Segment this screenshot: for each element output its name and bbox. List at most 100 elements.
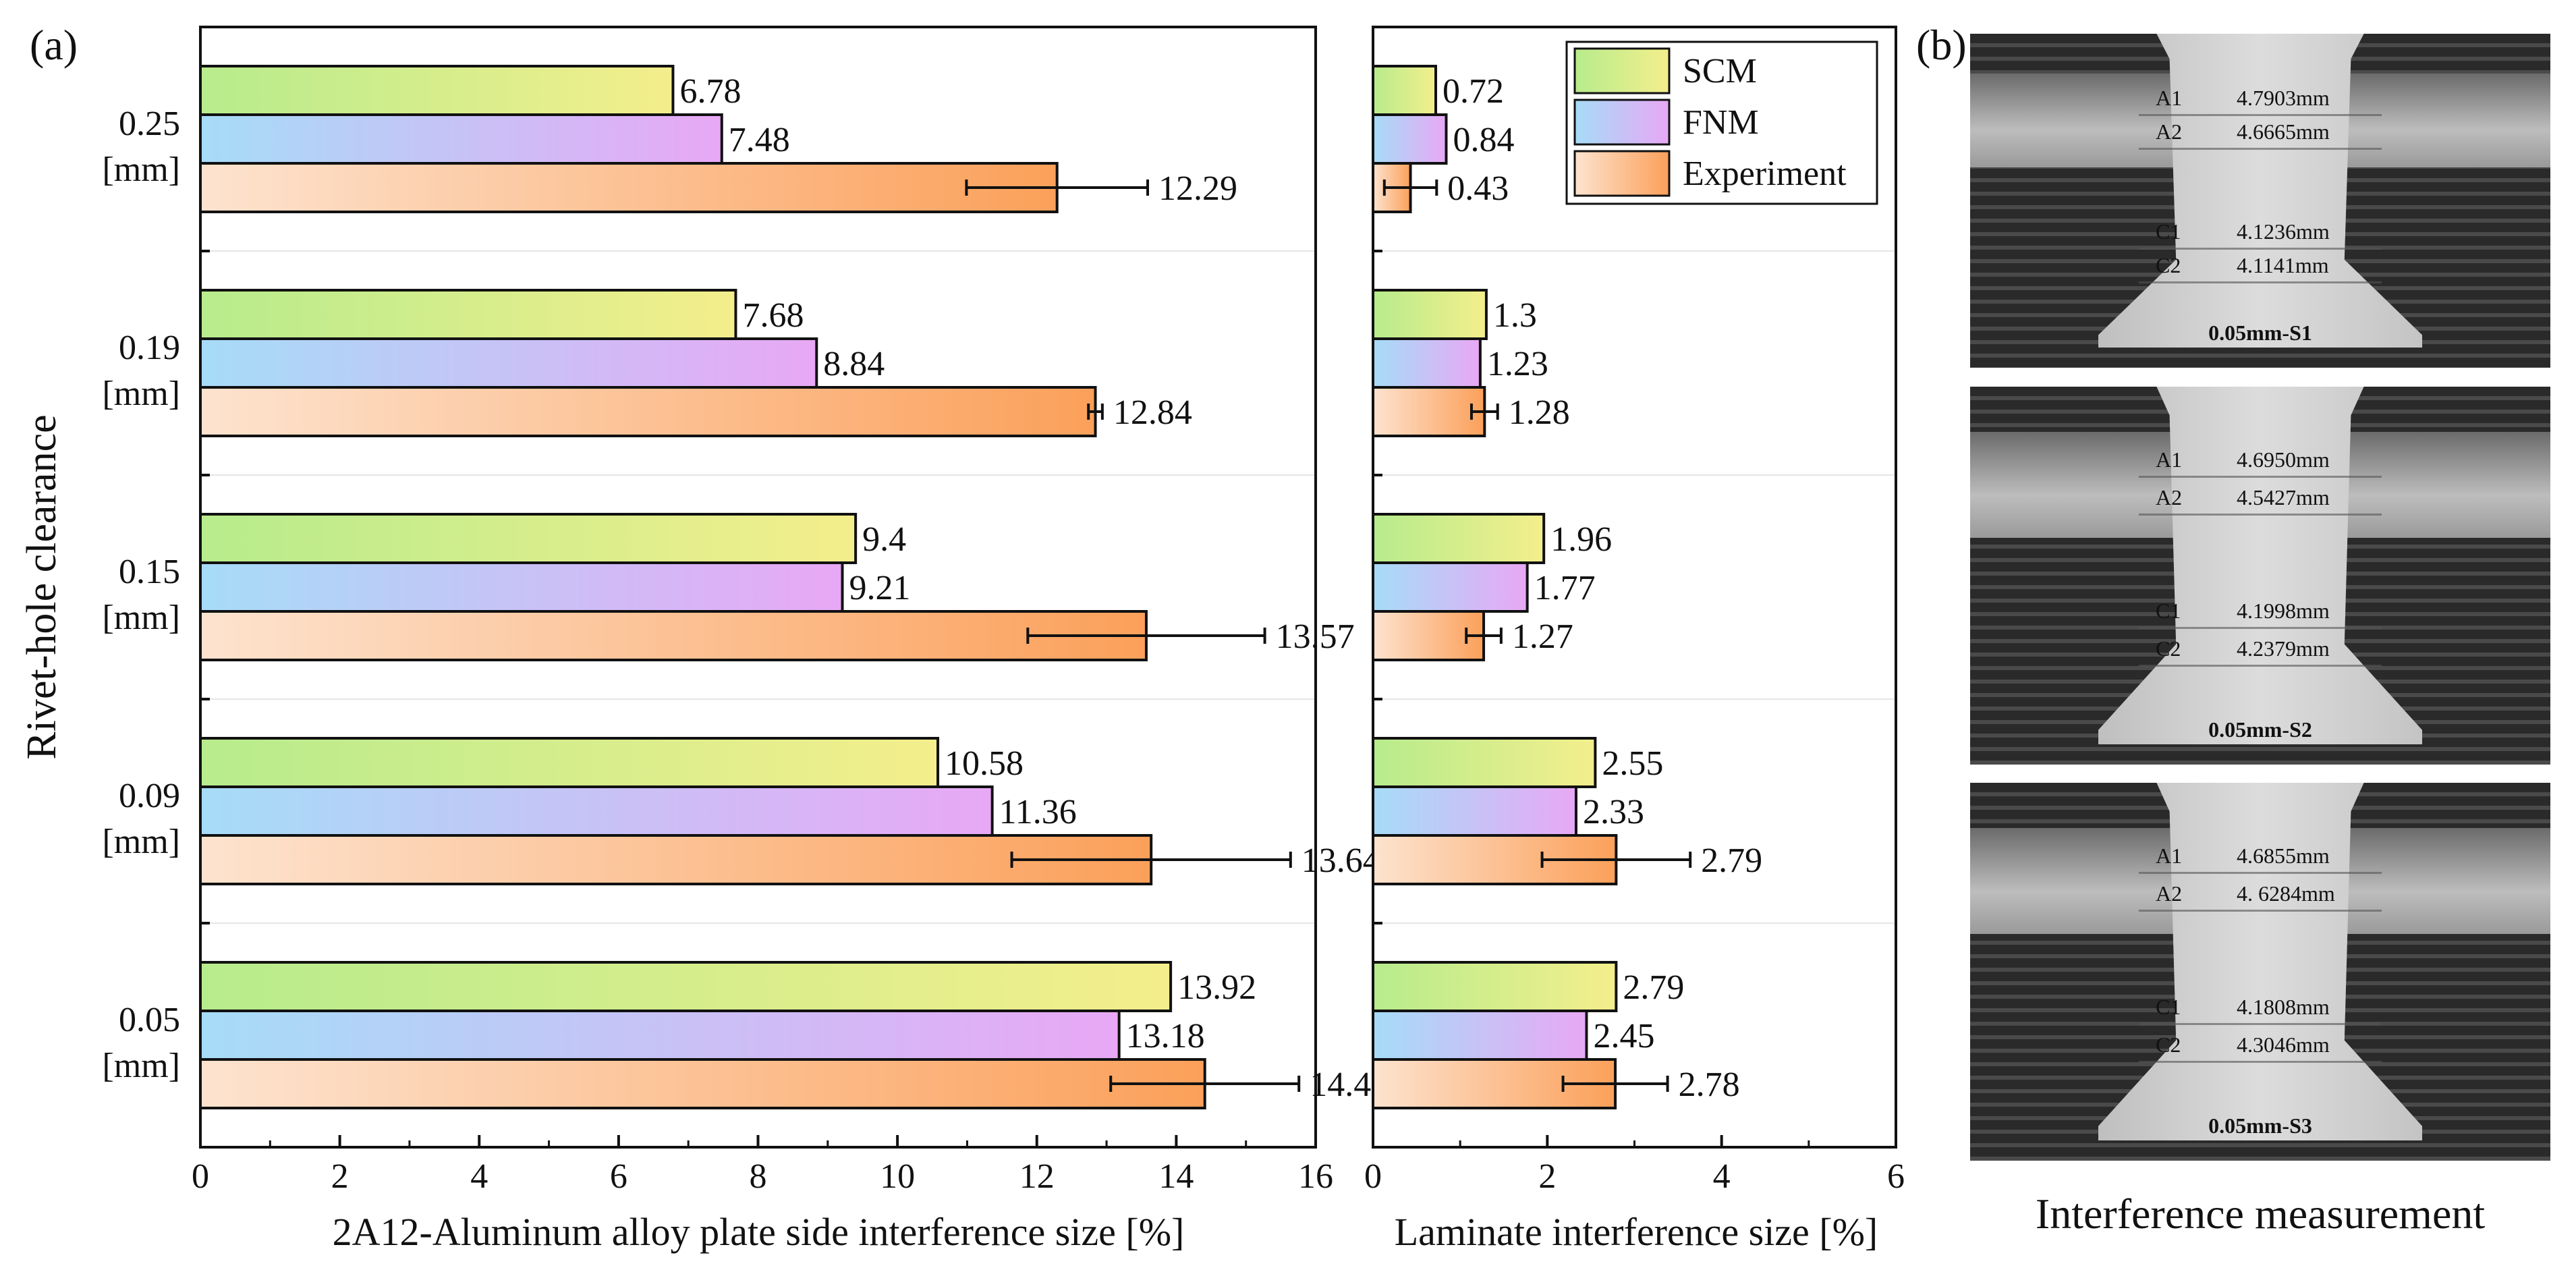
data-label: 2.55 xyxy=(1602,744,1663,783)
bar-fnm-3 xyxy=(199,785,994,837)
data-label: 1.3 xyxy=(1493,296,1537,335)
bar-fnm-0 xyxy=(199,113,723,165)
bar-experiment-1 xyxy=(1372,386,1486,437)
x-axis-label: Laminate interference size [%] xyxy=(1395,1210,1878,1254)
measurement-value: 4.1236mm xyxy=(2237,219,2330,244)
y-category-unit: [mm] xyxy=(102,375,180,413)
bar-scm-2 xyxy=(1372,513,1546,564)
x-tick-label: 2 xyxy=(1538,1157,1556,1196)
bar-scm-2 xyxy=(199,513,858,564)
measurement-value: 4. 6284mm xyxy=(2237,881,2335,906)
micrograph-caption: Interference measurement xyxy=(2035,1190,2486,1238)
micrograph-title: 0.05mm-S2 xyxy=(2208,717,2312,742)
bar-fnm-1 xyxy=(199,337,818,389)
y-category-label: 0.05 xyxy=(119,1001,180,1039)
measurement-label: C2 xyxy=(2156,1032,2181,1057)
measurement-label: A2 xyxy=(2156,485,2183,509)
measurement-value: 4.6950mm xyxy=(2237,447,2330,472)
y-category-unit: [mm] xyxy=(102,599,180,637)
data-label: 7.48 xyxy=(729,121,790,159)
measurement-value: 4.6665mm xyxy=(2237,119,2330,144)
data-label: 1.23 xyxy=(1487,345,1548,383)
bar-scm-4 xyxy=(1372,961,1618,1012)
bar-scm-0 xyxy=(199,65,675,116)
measurement-label: A1 xyxy=(2156,86,2183,110)
data-label: 8.84 xyxy=(823,345,885,383)
legend: SCM FNM Experiment xyxy=(1565,40,1878,205)
left-chart: 6.78 7.68 9.4 10.58 13.92 7.48 8.84 9.21 11.36 13… xyxy=(19,26,1389,1254)
measurement-label: C1 xyxy=(2156,219,2181,244)
bar-scm-1 xyxy=(199,289,737,340)
bar-fnm-4 xyxy=(1372,1010,1588,1061)
panel-label-b: (b) xyxy=(1916,21,1967,69)
legend-swatch-fnm xyxy=(1573,99,1671,146)
micrograph-title: 0.05mm-S1 xyxy=(2208,321,2312,345)
bar-experiment-4 xyxy=(199,1058,1206,1109)
measurement-label: C2 xyxy=(2156,253,2181,277)
data-label: 1.96 xyxy=(1550,520,1612,559)
bar-experiment-1 xyxy=(199,386,1097,437)
panel-label-a: (a) xyxy=(30,21,78,69)
data-label: 1.27 xyxy=(1512,617,1573,656)
y-category-unit: [mm] xyxy=(102,823,180,861)
measurement-value: 4.1808mm xyxy=(2237,995,2330,1019)
bar-fnm-1 xyxy=(1372,337,1482,389)
data-label: 0.43 xyxy=(1447,169,1509,208)
right-chart: 0.72 1.3 1.96 2.55 2.79 0.84 1.23 1.77 2.33 2.45 0… xyxy=(1364,26,1905,1254)
data-label: 1.77 xyxy=(1534,569,1596,607)
y-axis-label: Rivet-hole clearance xyxy=(19,414,65,759)
x-tick-label: 4 xyxy=(470,1157,488,1196)
measurement-label: A1 xyxy=(2156,447,2183,472)
x-tick-label: 2 xyxy=(331,1157,349,1196)
data-label: 9.21 xyxy=(849,569,911,607)
bar-scm-0 xyxy=(1372,65,1437,116)
y-category-label: 0.25 xyxy=(119,105,180,143)
x-tick-label: 0 xyxy=(192,1157,209,1196)
data-label: 6.78 xyxy=(679,72,741,111)
bar-scm-3 xyxy=(1372,737,1597,788)
data-label: 2.33 xyxy=(1583,793,1644,831)
x-tick-label: 6 xyxy=(1887,1157,1905,1196)
x-tick-label: 0 xyxy=(1364,1157,1382,1196)
data-label: 1.28 xyxy=(1509,393,1570,432)
data-label: 12.84 xyxy=(1113,393,1192,432)
y-category-unit: [mm] xyxy=(102,1047,180,1085)
x-tick-label: 8 xyxy=(750,1157,767,1196)
legend-label-scm: SCM xyxy=(1683,52,1757,90)
bar-scm-4 xyxy=(199,961,1173,1012)
bar-experiment-0 xyxy=(199,162,1059,213)
data-label: 12.29 xyxy=(1158,169,1237,208)
y-category-label: 0.19 xyxy=(119,329,180,367)
micrograph-title: 0.05mm-S3 xyxy=(2208,1113,2312,1138)
bar-fnm-0 xyxy=(1372,113,1448,165)
data-label: 9.4 xyxy=(862,520,906,559)
data-label: 11.36 xyxy=(999,793,1077,831)
bar-experiment-3 xyxy=(199,834,1153,885)
legend-swatch-scm xyxy=(1573,47,1671,94)
measurement-value: 4.1141mm xyxy=(2237,253,2329,277)
y-category-label: 0.15 xyxy=(119,553,180,591)
data-label: 10.58 xyxy=(945,744,1024,783)
x-tick-label: 4 xyxy=(1713,1157,1731,1196)
bar-fnm-2 xyxy=(199,561,844,613)
data-label: 13.18 xyxy=(1126,1017,1205,1055)
data-label: 2.78 xyxy=(1679,1066,1740,1104)
data-label: 2.79 xyxy=(1623,968,1684,1007)
micrograph-panel: A1 4.6950mm A2 4.5427mm C1 4.1998mm C2 4.2379mm… xyxy=(1970,387,2550,765)
micrograph-panel: A1 4.6855mm A2 4. 6284mm C1 4.1808mm C2 4.3046m… xyxy=(1970,783,2550,1161)
measurement-label: C1 xyxy=(2156,599,2181,623)
y-category-unit: [mm] xyxy=(102,150,180,189)
measurement-label: A1 xyxy=(2156,844,2183,868)
legend-swatch-experiment xyxy=(1573,150,1671,197)
x-axis-label: 2A12-Aluminum alloy plate side interfere… xyxy=(333,1210,1185,1254)
measurement-value: 4.1998mm xyxy=(2237,599,2330,623)
data-label: 2.45 xyxy=(1593,1017,1654,1055)
bar-experiment-2 xyxy=(199,610,1148,661)
data-label: 13.64 xyxy=(1301,841,1380,880)
legend-label-experiment: Experiment xyxy=(1683,155,1847,193)
data-label: 0.72 xyxy=(1443,72,1504,111)
x-tick-label: 6 xyxy=(610,1157,627,1196)
measurement-label: A2 xyxy=(2156,119,2183,144)
bar-fnm-2 xyxy=(1372,561,1529,613)
